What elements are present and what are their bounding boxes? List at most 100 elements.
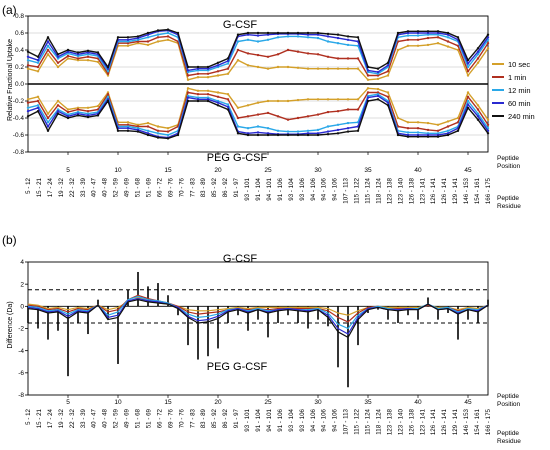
series-point [216,64,220,67]
series-point [466,74,470,77]
panel-b-position-tick-label: 15 [164,399,172,406]
series-point [376,91,380,94]
series-point [36,106,40,110]
series-point [46,48,50,52]
series-point [306,133,310,137]
series-point [46,125,50,128]
series-point [256,40,260,43]
series-point [196,99,200,103]
series-point [276,115,280,118]
series-point [406,38,410,41]
series-point [296,31,300,35]
series-point [266,133,270,137]
series-point [376,77,380,81]
panel-a-residue-label: 22 - 32 [69,177,76,197]
series-point [356,57,360,60]
series-point [426,132,430,135]
series-point [226,105,230,109]
panel-b-residue-label: 146 - 153 [463,408,470,435]
series-point [66,50,70,53]
series-point [36,59,40,62]
series-point [356,108,360,111]
panel-b-residue-label: 94 - 106 [332,408,339,431]
series-point [136,125,140,128]
panel-a-residue-label: 94 - 101 [266,177,273,200]
series-point [256,101,260,104]
series-point [446,45,450,48]
series-point [456,44,460,47]
series-point [286,65,290,69]
panel-a-residue-label: 33 - 39 [80,177,87,197]
series-point [486,36,490,39]
series-point [356,36,360,39]
series-point [256,34,260,37]
panel-b-ytick-label: -6 [18,370,24,377]
series-point [186,69,190,72]
series-point [206,76,210,79]
series-point [186,78,190,82]
series-point [256,125,260,128]
series-point [286,31,290,35]
panel-b-label: (b) [2,233,17,247]
panel-a-ylabel: Relative Fractional Uptake [7,39,14,121]
panel-a-position-tick-label: 15 [164,167,172,174]
panel-b-position-tick-label: 20 [214,399,222,406]
series-point [126,40,130,43]
series-point [136,38,140,41]
series-point [336,110,340,113]
panel-b-residue-label: 154 - 161 [474,408,481,435]
series-point [276,133,280,137]
series-point [426,133,430,137]
series-point [36,65,40,69]
panel-b-frame [27,261,489,396]
panel-a-residue-label: 83 - 89 [200,177,207,197]
panel-a-annotation-gcsf: G-CSF [223,19,258,31]
panel-a-residue-label: 123 - 140 [397,177,404,204]
series-point [466,70,470,73]
series-point [476,47,480,50]
series-point [386,74,390,77]
series-point [316,113,320,116]
panel-a-label: (a) [2,3,17,17]
series-point [446,129,450,132]
series-point [446,132,450,135]
series-point [386,104,390,107]
panel-a-annotation-peg: PEG G-CSF [207,152,268,164]
series-point [236,125,240,128]
series-point [426,33,430,36]
series-point [46,121,50,124]
panel-a-position-tick-label: 30 [314,167,322,174]
series-point [66,115,70,118]
series-point [406,127,410,130]
panel-a-residue-label: 126 - 141 [430,177,437,204]
series-point [406,31,410,35]
series-point [406,121,410,124]
series-point [396,48,400,52]
series-point [36,99,40,103]
series-point [76,108,80,111]
series-point [66,52,70,55]
series-point [376,93,380,96]
series-point [106,65,110,69]
series-point [156,129,160,132]
panel-a-residue-label: 15 - 21 [36,177,43,197]
series-point [146,133,150,137]
series-point [266,99,270,103]
series-point [466,65,470,69]
legend-label: 60 min [508,99,531,108]
series-point [436,31,440,35]
series-point [246,33,250,36]
panel-b-position-tick-label: 40 [414,399,422,406]
series-point [216,70,220,73]
series-point [216,61,220,64]
series-point [46,129,50,132]
series-point [236,116,240,120]
series-point [216,95,220,99]
series-point [336,123,340,127]
series-point [246,64,250,67]
panel-b-residue-label: 77 - 83 [189,408,196,428]
series-point [106,91,110,94]
panel-a-chart: -0.8 -0.6 -0.4 -0.2 0.0 0.2 0.4 0.6 0.8 5 10 15 20 25… [13,13,492,204]
series-point [26,101,30,104]
series-point [426,43,430,47]
